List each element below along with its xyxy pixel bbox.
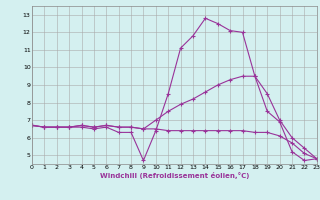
X-axis label: Windchill (Refroidissement éolien,°C): Windchill (Refroidissement éolien,°C)	[100, 172, 249, 179]
